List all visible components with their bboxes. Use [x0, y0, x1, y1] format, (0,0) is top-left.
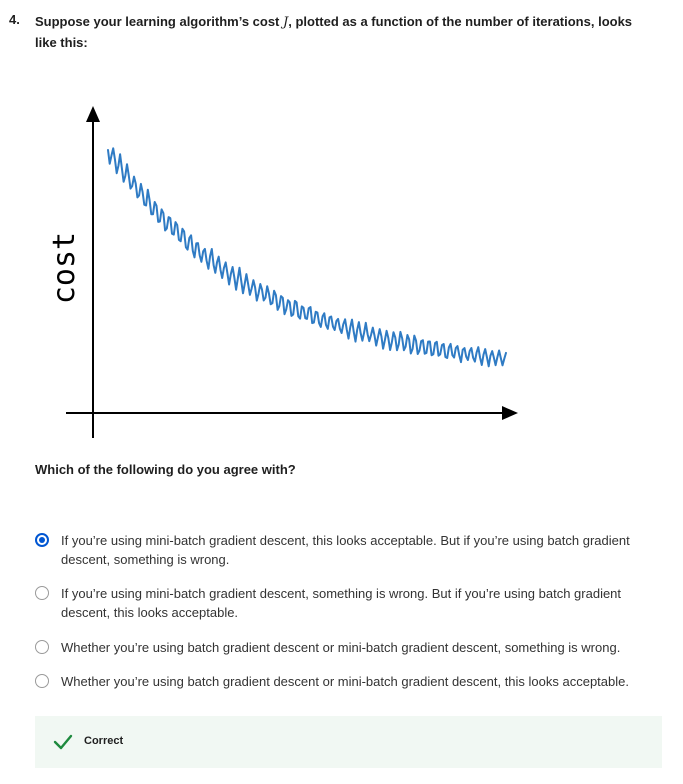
radio-button-option-1[interactable] [35, 533, 49, 547]
radio-button-option-2[interactable] [35, 586, 49, 600]
question-text: Suppose your learning algorithm’s cost J… [35, 12, 655, 53]
cost-curve [107, 147, 507, 368]
feedback-panel: Correct [35, 716, 662, 768]
radio-button-option-3[interactable] [35, 640, 49, 654]
option-2[interactable]: If you’re using mini-batch gradient desc… [35, 584, 650, 622]
y-axis-label: cost [47, 232, 82, 304]
cost-symbol: J [283, 15, 289, 30]
question-text-before: Suppose your learning algorithm’s cost [35, 14, 284, 29]
option-2-label: If you’re using mini-batch gradient desc… [61, 586, 622, 620]
question-number: 4. [9, 12, 20, 27]
question-text-after: , plotted as a function of the number of… [35, 14, 633, 50]
question-prompt: Which of the following do you agree with… [35, 462, 296, 477]
y-axis-arrowhead [86, 106, 100, 122]
option-1-label: If you’re using mini-batch gradient desc… [61, 533, 630, 567]
x-axis-arrowhead [502, 406, 518, 420]
option-4[interactable]: Whether you’re using batch gradient desc… [35, 672, 650, 691]
option-4-label: Whether you’re using batch gradient desc… [61, 674, 629, 689]
option-3[interactable]: Whether you’re using batch gradient desc… [35, 638, 650, 657]
feedback-label: Correct [84, 735, 124, 747]
radio-button-option-4[interactable] [35, 674, 49, 688]
cost-plot: cost [47, 106, 518, 438]
option-3-label: Whether you’re using batch gradient desc… [61, 640, 621, 655]
cost-plot-figure: cost [38, 100, 528, 445]
checkmark-icon [53, 734, 73, 750]
option-1[interactable]: If you’re using mini-batch gradient desc… [35, 531, 650, 569]
